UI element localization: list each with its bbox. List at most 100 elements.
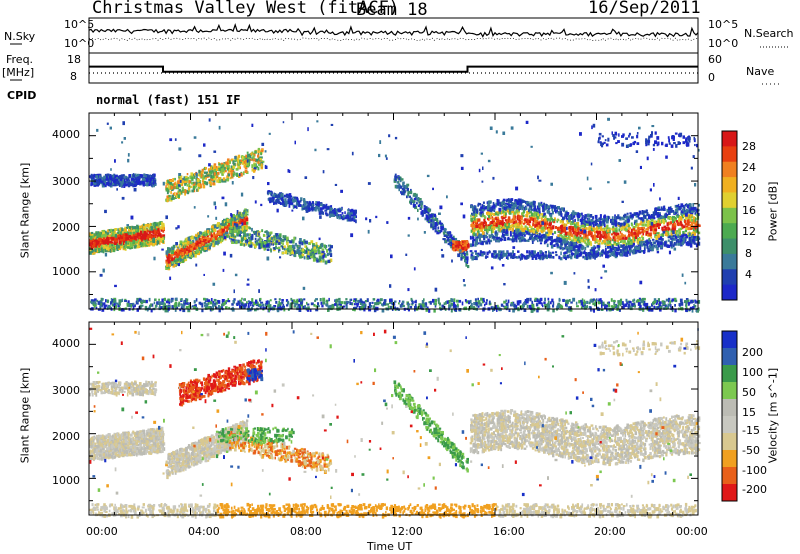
rti-cell: [134, 181, 137, 184]
rti-cell: [143, 228, 146, 231]
rti-cell: [255, 158, 259, 162]
rti-cell: [158, 233, 162, 237]
rti-cell: [270, 231, 273, 234]
rti-cell: [454, 245, 458, 248]
rti-cell: [114, 175, 117, 179]
rti-cell: [252, 157, 256, 162]
rti-cell: [243, 226, 246, 230]
rti-cell: [315, 205, 318, 209]
rti-cell: [288, 197, 292, 200]
rti-cell: [301, 242, 304, 246]
rti-cell: [169, 180, 172, 182]
rti-cell: [317, 204, 320, 208]
rti-cell: [335, 212, 339, 216]
rti-cell: [325, 213, 329, 217]
rti-cell: [130, 243, 133, 247]
rti-cell: [425, 210, 429, 214]
rti-cell: [145, 178, 149, 183]
rti-cell: [414, 194, 418, 199]
rti-cell: [463, 253, 466, 258]
rti-cell: [434, 217, 437, 221]
rti-cell: [135, 182, 138, 185]
rti-cell: [401, 187, 404, 191]
rti-cell: [345, 214, 348, 217]
rti-cell: [478, 230, 480, 234]
rti-cell: [402, 181, 405, 185]
rti-cell: [312, 252, 315, 256]
rti-cell: [140, 242, 144, 246]
rti-cell: [156, 240, 160, 245]
rti-cell: [157, 235, 160, 238]
rti-cell: [233, 234, 236, 237]
rti-cell: [170, 186, 174, 190]
vel-ytick-3000: 3000: [52, 384, 80, 397]
rti-cell: [134, 238, 138, 242]
rti-cell: [670, 221, 673, 225]
rti-cell: [197, 186, 201, 190]
rti-cell: [187, 249, 191, 254]
rti-cell: [208, 178, 211, 181]
rti-cell: [449, 234, 453, 238]
rti-cell: [150, 239, 153, 242]
rti-cell: [186, 245, 189, 249]
rti-cell: [288, 204, 291, 208]
rti-cell: [252, 243, 256, 246]
rti-cell: [420, 211, 422, 215]
rti-cell: [236, 226, 240, 230]
rti-cell: [340, 207, 343, 212]
rti-cell: [325, 203, 328, 208]
rti-cell: [232, 214, 235, 218]
rti-cell: [218, 163, 221, 166]
rti-cell: [328, 244, 331, 247]
vel-cbar-tick-200: 200: [742, 346, 763, 359]
rti-cell: [284, 250, 287, 255]
rti-cell: [242, 215, 245, 219]
rti-cell: [199, 240, 202, 245]
rti-cell: [312, 258, 316, 262]
rti-cell: [152, 182, 155, 186]
rti-cell: [229, 229, 232, 234]
rti-cell: [291, 239, 294, 243]
rti-cell: [289, 198, 293, 201]
rti-cell: [118, 245, 120, 249]
rti-cell: [286, 247, 289, 250]
rti-cell: [91, 237, 94, 242]
rti-cell: [289, 195, 293, 198]
rti-cell: [241, 218, 244, 223]
rti-cell: [304, 245, 307, 248]
rti-cell: [248, 159, 251, 162]
rti-cell: [253, 152, 256, 157]
rti-cell: [403, 184, 406, 189]
rti-cell: [271, 191, 273, 195]
rti-cell: [509, 233, 512, 237]
xtick-4: 16:00: [493, 525, 525, 538]
rti-cell: [266, 242, 268, 245]
rti-cell: [208, 238, 212, 242]
rti-cell: [211, 229, 213, 233]
rti-cell: [239, 215, 243, 219]
rti-cell: [226, 219, 230, 222]
rti-cell: [178, 260, 181, 264]
rti-cell: [295, 202, 298, 206]
rti-cell: [125, 241, 128, 245]
rti-cell: [121, 241, 123, 245]
nsky-tick-high: 10^5: [64, 18, 95, 31]
rti-cell: [96, 248, 99, 252]
rti-cell: [413, 197, 417, 201]
rti-cell: [142, 223, 145, 226]
rti-cell: [165, 182, 168, 185]
rti-cell: [189, 254, 192, 259]
rti-cell: [303, 202, 307, 206]
rti-cell: [181, 183, 183, 186]
rti-cell: [230, 230, 234, 234]
rti-cell: [328, 250, 332, 253]
rti-cell: [596, 234, 599, 238]
rti-cell: [166, 263, 169, 267]
rti-cell: [188, 190, 191, 193]
rti-cell: [250, 152, 253, 155]
rti-cell: [237, 234, 240, 237]
rti-cell: [603, 214, 606, 219]
rti-cell: [135, 177, 137, 181]
rti-cell: [273, 201, 275, 205]
